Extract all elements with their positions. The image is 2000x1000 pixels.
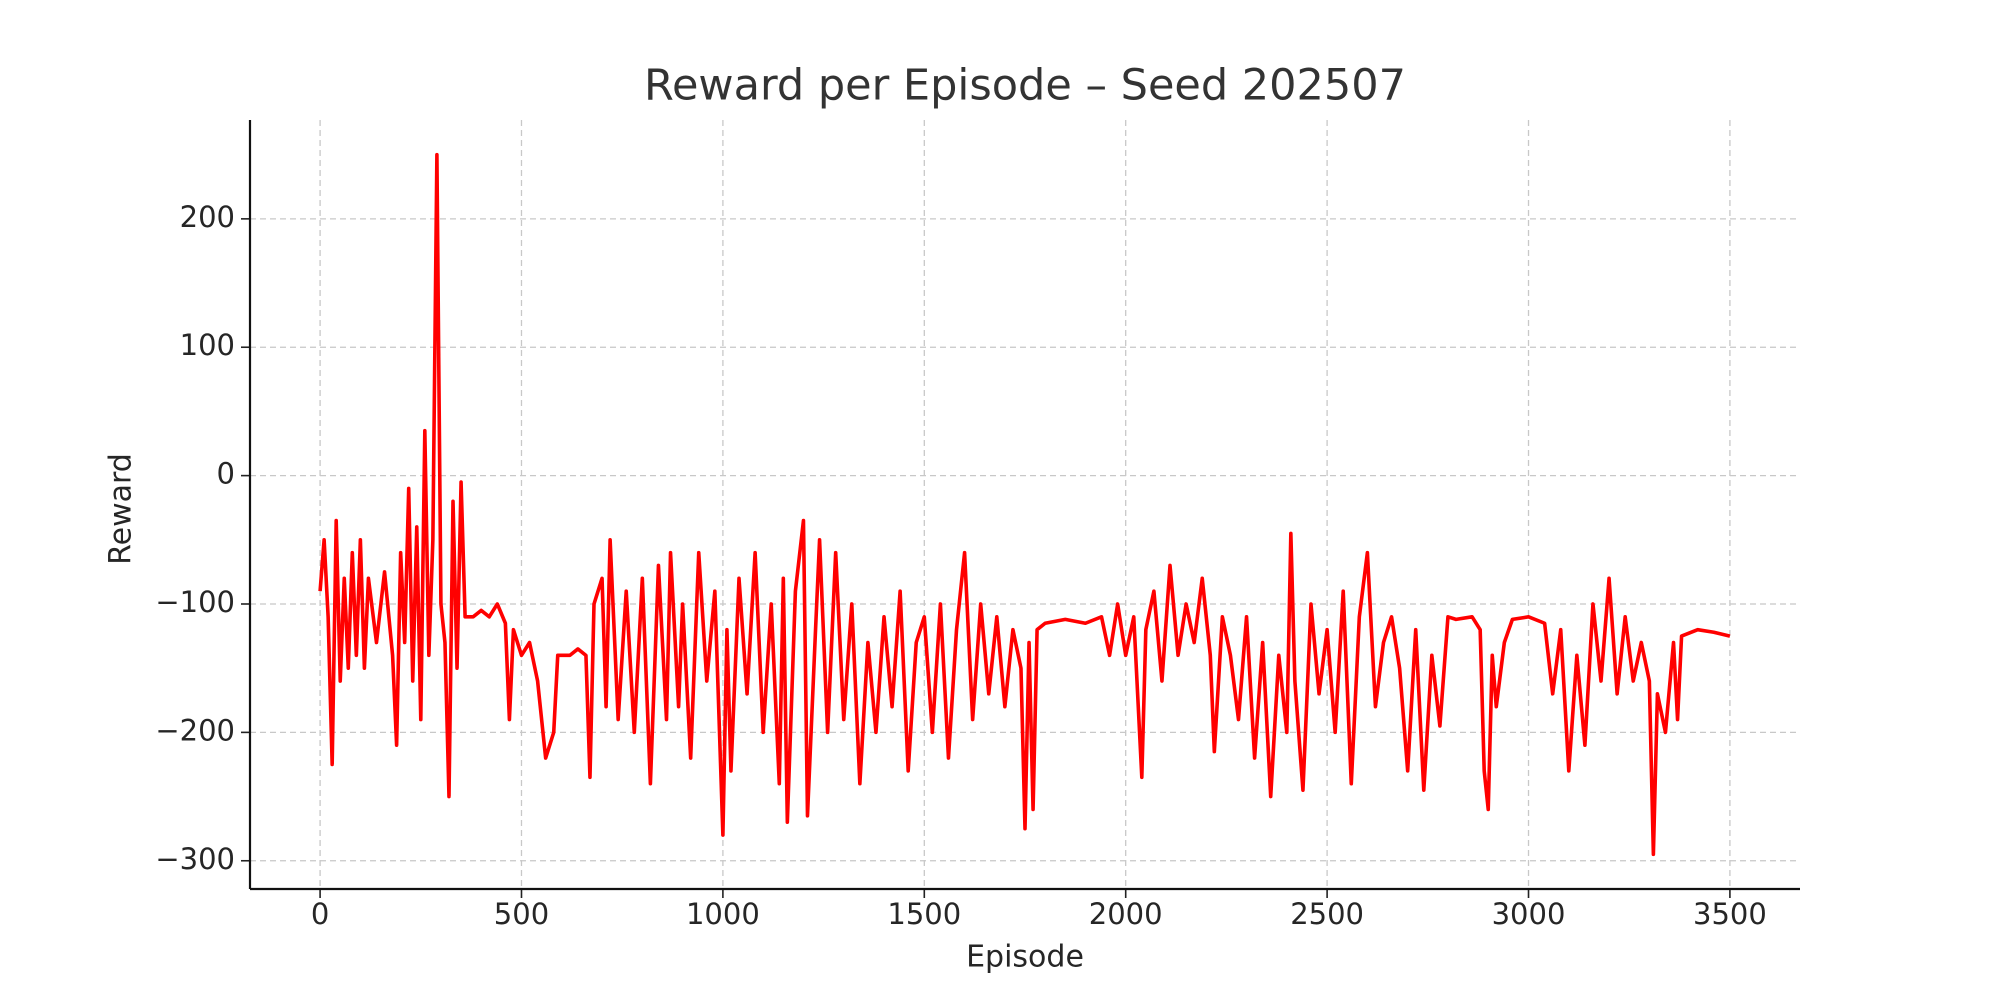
x-tick-label: 3000 [1492, 897, 1566, 931]
x-tick-label: 2500 [1290, 897, 1364, 931]
x-axis-label: Episode [966, 940, 1084, 975]
y-tick-label: 100 [180, 328, 235, 362]
x-tick-label: 0 [311, 897, 329, 931]
x-tick-label: 2000 [1089, 897, 1163, 931]
x-tick-label: 3500 [1693, 897, 1767, 931]
y-tick-label: −100 [155, 585, 235, 619]
y-tick-label: −300 [155, 842, 235, 876]
x-tick-label: 500 [494, 897, 549, 931]
x-tick-label: 1000 [686, 897, 760, 931]
chart-title: Reward per Episode – Seed 202507 [644, 61, 1406, 111]
y-tick-label: −200 [155, 713, 235, 747]
y-axis-label: Reward [104, 453, 139, 565]
x-tick-label: 1500 [887, 897, 961, 931]
y-tick-label: 200 [180, 200, 235, 234]
data-line [318, 152, 1731, 857]
y-tick-label: 0 [217, 457, 235, 491]
